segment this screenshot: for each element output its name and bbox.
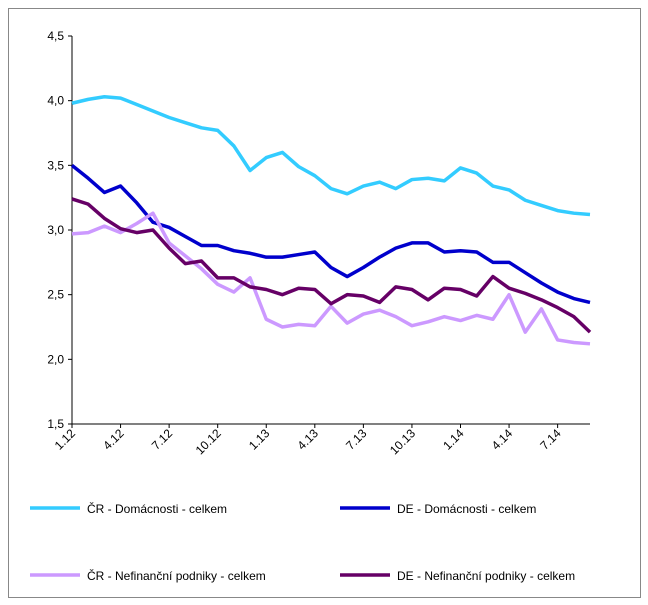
y-tick-label: 4,5 [47, 29, 64, 43]
y-tick-label: 1,5 [47, 417, 64, 431]
legend-label: ČR - Domácnosti - celkem [87, 501, 227, 516]
series-line [71, 211, 591, 346]
legend-label: DE - Domácnosti - celkem [397, 502, 536, 516]
y-tick-label: 3,0 [47, 223, 64, 237]
y-tick-label: 4,0 [47, 94, 64, 108]
y-tick-label: 3,5 [47, 158, 64, 172]
legend-label: ČR - Nefinanční podniky - celkem [87, 568, 266, 583]
y-tick-label: 2,5 [47, 288, 64, 302]
chart-frame [8, 8, 641, 598]
legend-label: DE - Nefinanční podniky - celkem [397, 569, 575, 583]
series-line [71, 197, 592, 334]
series-line [71, 95, 591, 217]
y-tick-label: 2,0 [47, 352, 64, 366]
